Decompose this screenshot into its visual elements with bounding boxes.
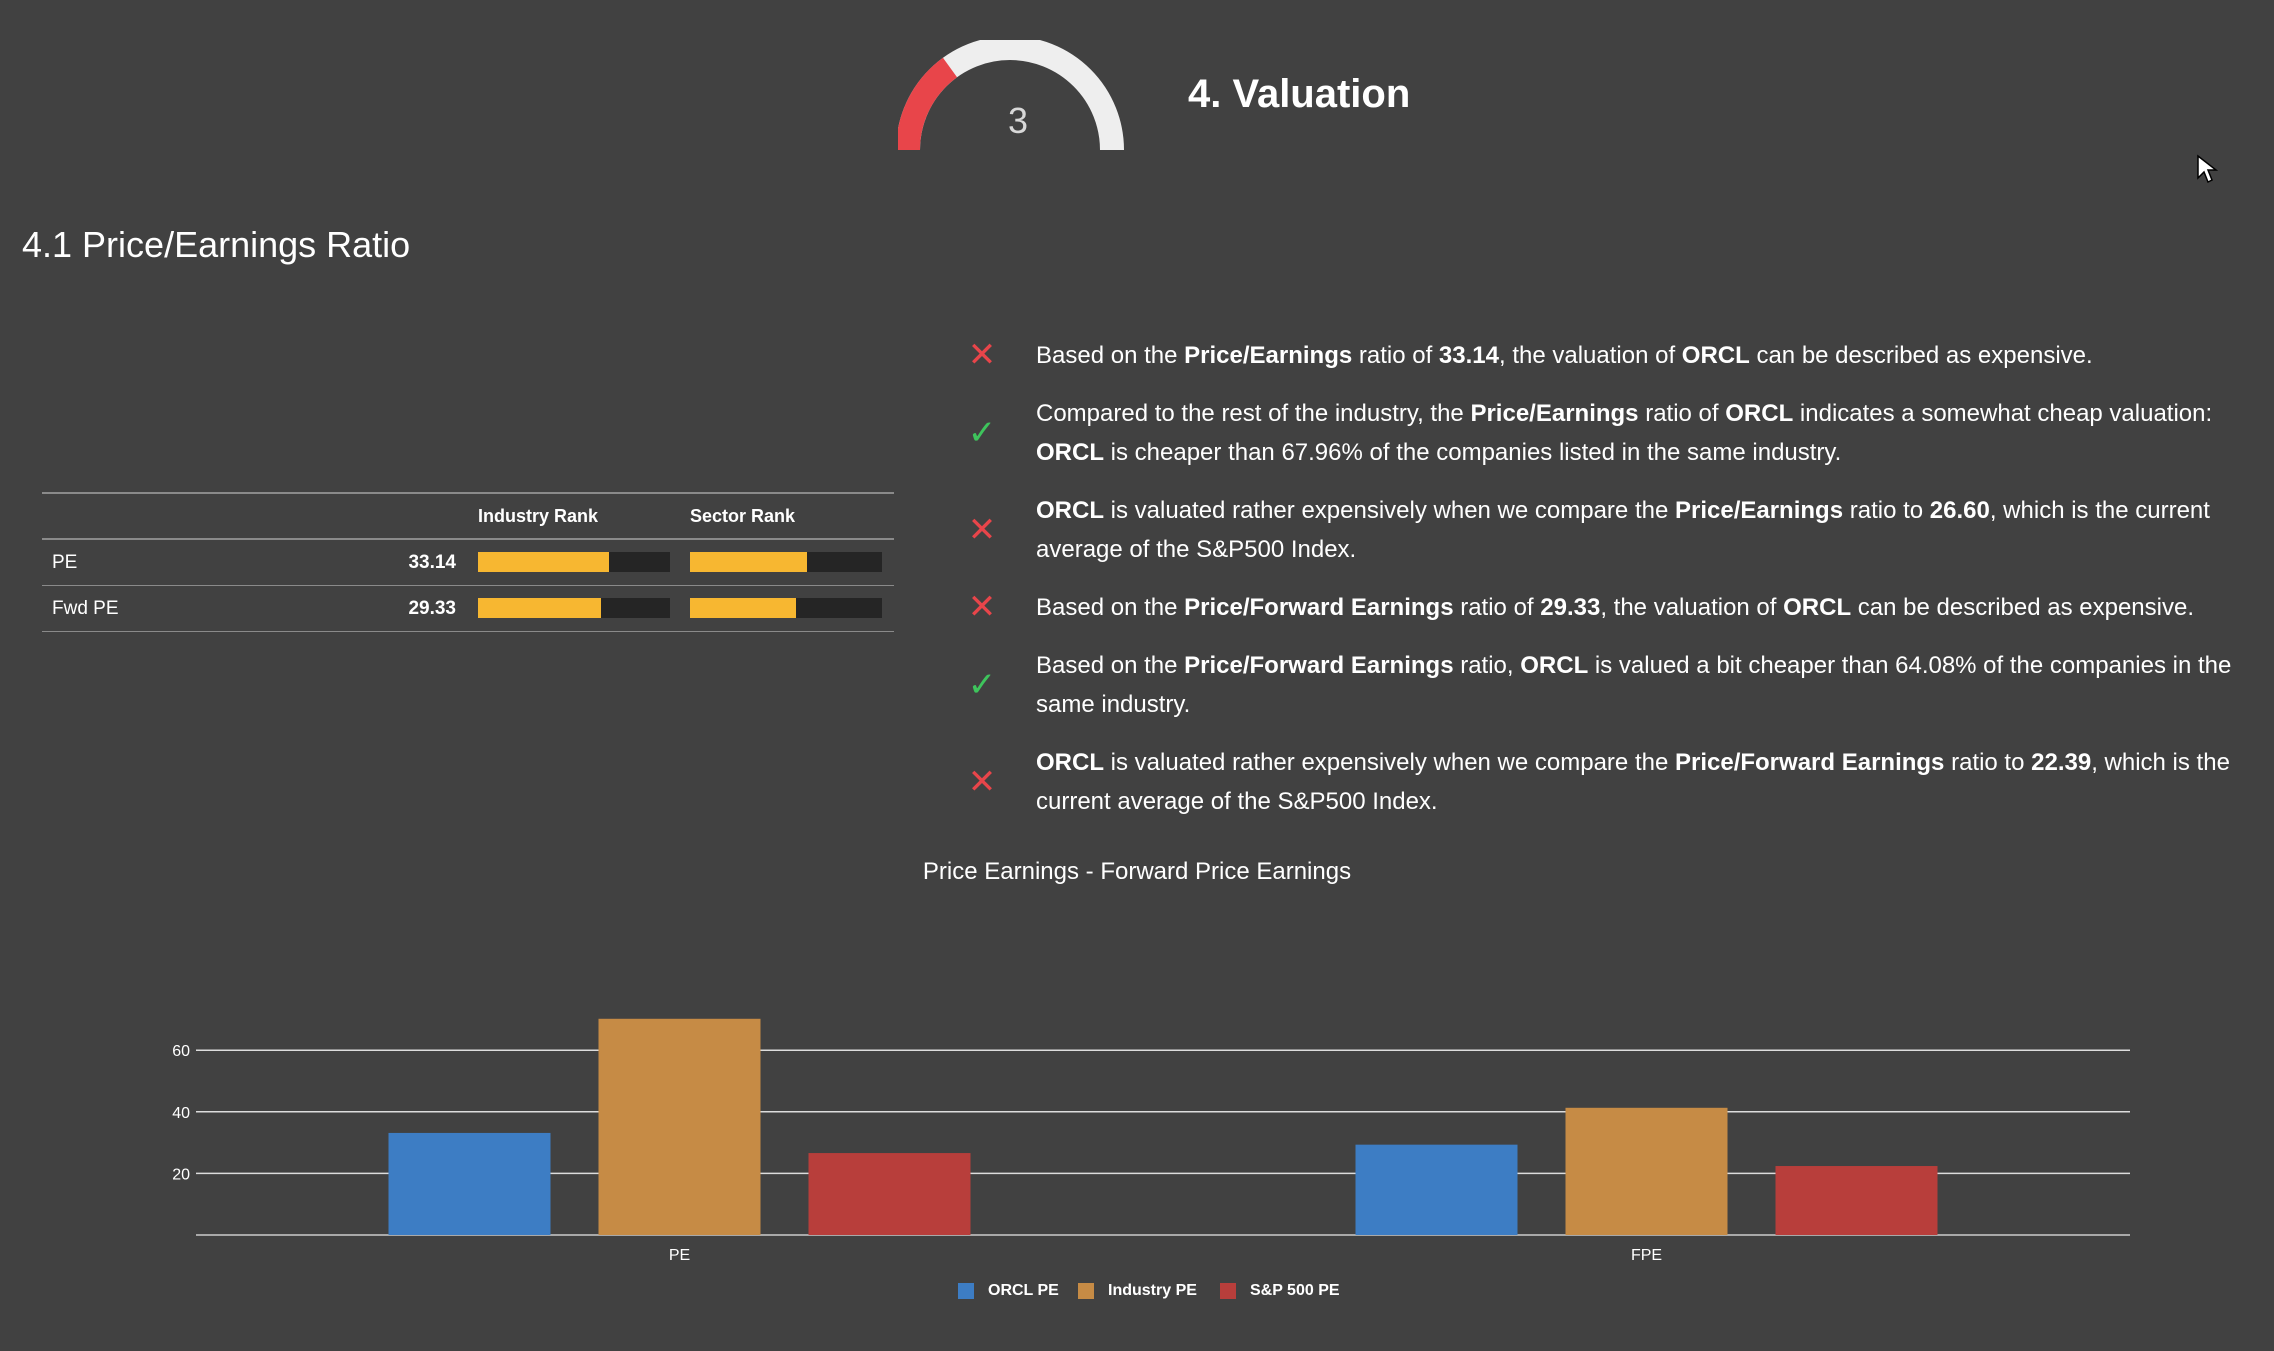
legend-label: S&P 500 PE	[1250, 1282, 1340, 1299]
bar-pe-0	[388, 1132, 551, 1235]
mouse-cursor-icon	[2197, 154, 2218, 184]
gauge-value: 3	[1007, 100, 1029, 141]
check-text: Based on the Price/Forward Earnings rati…	[1036, 594, 2195, 621]
legend-item-orcl-pe: ORCL PE	[958, 1282, 1059, 1300]
legend-swatch	[958, 1283, 974, 1299]
legend-label: ORCL PE	[988, 1282, 1059, 1299]
check-text: ORCL is valuated rather expensively when…	[1036, 497, 2210, 563]
legend-swatch	[1078, 1283, 1094, 1299]
chart-title: Price Earnings - Forward Price Earnings	[922, 858, 1352, 885]
legend-swatch	[1220, 1283, 1236, 1299]
rank-row-pe: PE 33.14	[42, 540, 894, 586]
legend-label: Industry PE	[1108, 1282, 1197, 1299]
row-label: Fwd PE	[52, 598, 119, 619]
rank-table: Industry Rank Sector Rank PE 33.14 Fwd P…	[42, 492, 894, 632]
checkmark-icon: ✓	[967, 414, 997, 452]
cross-icon: ✕	[967, 336, 997, 374]
sector-rank-bar	[690, 598, 882, 618]
industry-rank-fill	[478, 598, 601, 618]
sector-rank-header: Sector Rank	[690, 506, 796, 526]
bar-pe-2	[808, 1153, 971, 1235]
x-tick-label: FPE	[1631, 1247, 1662, 1264]
row-value: 29.33	[408, 598, 456, 619]
bar-fpe-0	[1355, 1144, 1518, 1235]
x-tick-label: PE	[669, 1247, 690, 1264]
cross-icon: ✕	[967, 763, 997, 801]
section-title: 4. Valuation	[1188, 72, 1411, 116]
gauge-fill	[898, 57, 958, 151]
check-text: Compared to the rest of the industry, th…	[1036, 400, 2213, 466]
check-text: Based on the Price/Forward Earnings rati…	[1036, 652, 2232, 718]
check-text: ORCL is valuated rather expensively when…	[1036, 749, 2230, 815]
cross-icon: ✕	[967, 588, 997, 626]
industry-rank-fill	[478, 552, 609, 572]
industry-rank-bar	[478, 598, 670, 618]
bar-fpe-2	[1775, 1166, 1938, 1235]
legend-item-sp500-pe: S&P 500 PE	[1220, 1282, 1340, 1300]
rank-row-fwd-pe: Fwd PE 29.33	[42, 586, 894, 632]
bar-fpe-1	[1565, 1107, 1728, 1235]
subsection-title: 4.1 Price/Earnings Ratio	[22, 224, 411, 265]
industry-rank-header: Industry Rank	[478, 506, 599, 526]
y-tick-label: 20	[172, 1166, 190, 1183]
sector-rank-fill	[690, 598, 796, 618]
pe-bar-chart: 20 40 60 PE FPE	[172, 1018, 2130, 1264]
industry-rank-bar	[478, 552, 670, 572]
cross-icon: ✕	[967, 511, 997, 549]
rank-table-header: Industry Rank Sector Rank	[42, 492, 894, 540]
checkmark-icon: ✓	[967, 666, 997, 704]
sector-rank-fill	[690, 552, 808, 572]
y-tick-label: 40	[172, 1105, 190, 1122]
y-tick-label: 60	[172, 1043, 190, 1060]
score-gauge	[898, 40, 1124, 151]
row-value: 33.14	[408, 552, 456, 573]
row-label: PE	[52, 552, 78, 573]
check-text: Based on the Price/Earnings ratio of 33.…	[1036, 342, 2093, 369]
legend-item-industry-pe: Industry PE	[1078, 1282, 1197, 1300]
bar-pe-1	[598, 1018, 761, 1235]
sector-rank-bar	[690, 552, 882, 572]
